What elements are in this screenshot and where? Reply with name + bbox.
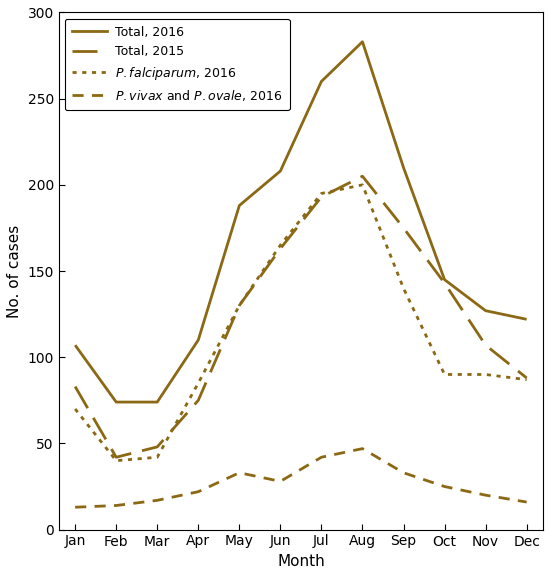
Y-axis label: No. of cases: No. of cases	[7, 225, 22, 318]
X-axis label: Month: Month	[277, 554, 324, 569]
Legend: Total, 2016, Total, 2015, $\it{P. falciparum}$, 2016, $\it{P. vivax}$ and $\it{P: Total, 2016, Total, 2015, $\it{P. falcip…	[65, 18, 290, 111]
